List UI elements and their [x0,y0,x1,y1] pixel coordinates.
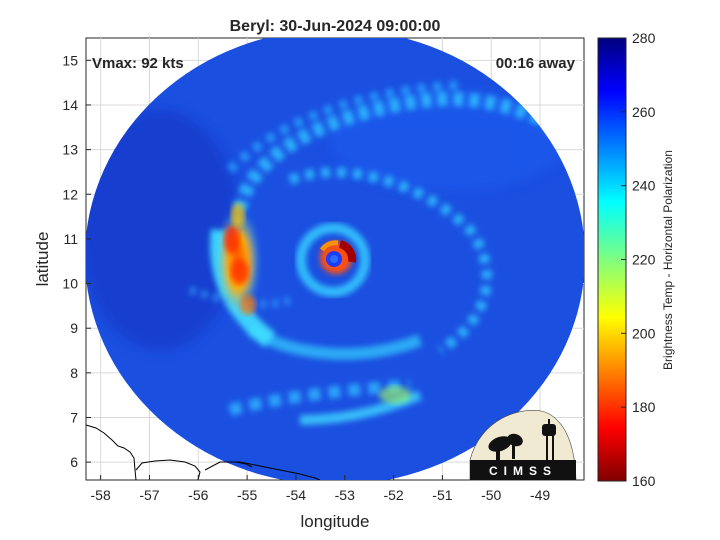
x-tick-label: -49 [530,487,550,503]
colorbar-ticks: 280 260 240 220 200 180 160 [621,30,656,489]
x-axis-label: longitude [300,512,369,531]
colorbar: 280 260 240 220 200 180 160 Brightness Temp - … [597,30,675,489]
cimss-logo: CIMSS [469,410,577,481]
y-tick-label: 9 [70,320,78,336]
y-tick-label: 8 [70,365,78,381]
colorbar-tick-label: 200 [632,325,656,341]
y-axis-ticks: 6 7 8 9 10 11 12 13 14 15 [62,52,91,470]
colorbar-tick-label: 160 [632,473,656,489]
y-tick-label: 12 [62,186,78,202]
x-tick-label: -55 [237,487,257,503]
cimss-logo-text: CIMSS [489,464,557,478]
vmax-label: Vmax: 92 kts [92,55,184,72]
x-tick-label: -50 [481,487,501,503]
coastline [86,424,321,480]
x-tick-label: -53 [335,487,355,503]
x-tick-label: -57 [139,487,159,503]
y-tick-label: 14 [62,97,78,113]
water-tower-icon [542,419,556,460]
colorbar-tick-label: 260 [632,104,656,120]
x-tick-label: -54 [286,487,306,503]
time-away-label: 00:16 away [496,55,576,72]
x-axis-ticks: -58 -57 -56 -55 -54 -53 -52 -51 -50 -49 [91,475,550,503]
colorbar-tick-label: 180 [632,399,656,415]
y-tick-label: 13 [62,142,78,158]
y-tick-label: 7 [70,409,78,425]
brightness-temperature-swath [86,38,584,480]
colorbar-tick-label: 280 [632,30,656,46]
satellite-dish-icon [488,433,523,460]
y-tick-label: 15 [62,52,78,68]
colorbar-tick-label: 240 [632,178,656,194]
x-tick-label: -51 [432,487,452,503]
y-tick-label: 6 [70,454,78,470]
storm-eyewall [319,240,357,274]
colorbar-label: Brightness Temp - Horizontal Polarizatio… [661,150,675,370]
colorbar-tick-label: 220 [632,252,656,268]
y-axis-label: latitude [33,232,52,287]
x-tick-label: -58 [91,487,111,503]
y-tick-label: 10 [62,276,78,292]
x-tick-label: -52 [383,487,403,503]
x-tick-label: -56 [188,487,208,503]
y-tick-label: 11 [63,231,78,247]
plot-title: Beryl: 30-Jun-2024 09:00:00 [230,18,441,35]
